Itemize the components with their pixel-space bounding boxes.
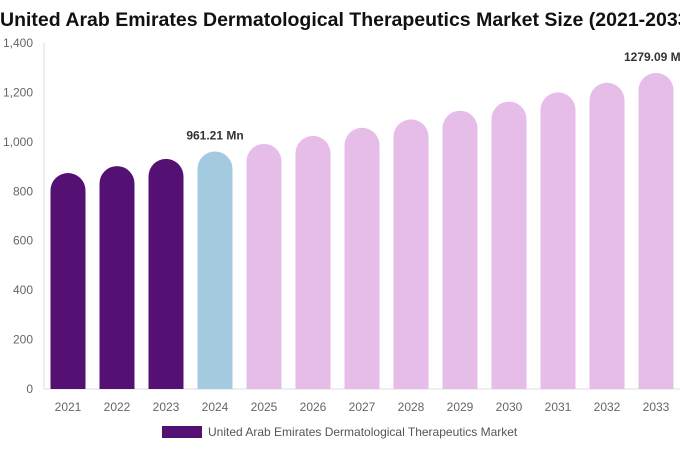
bar-2022 <box>99 166 135 389</box>
x-tick-label: 2030 <box>496 400 523 414</box>
y-tick-label: 0 <box>26 382 33 396</box>
bar-2027 <box>344 127 380 390</box>
x-tick-label: 2029 <box>447 400 474 414</box>
x-tick-label: 2025 <box>251 400 278 414</box>
data-label-2033: 1279.09 Mn <box>624 50 680 64</box>
x-tick-label: 2027 <box>349 400 376 414</box>
bar-2029 <box>442 110 478 389</box>
y-tick-label: 1,400 <box>3 36 33 50</box>
bar-2023 <box>148 158 184 389</box>
bar-2033 <box>638 72 674 389</box>
bar-2021 <box>50 172 86 389</box>
y-tick-label: 200 <box>13 333 33 347</box>
x-tick-label: 2022 <box>104 400 131 414</box>
x-tick-label: 2023 <box>153 400 180 414</box>
bar-2026 <box>295 135 331 389</box>
bar-2024 <box>197 151 233 389</box>
x-tick-label: 2032 <box>594 400 621 414</box>
x-tick-label: 2026 <box>300 400 327 414</box>
y-tick-label: 1,000 <box>3 135 33 149</box>
bar-2030 <box>491 101 527 389</box>
x-tick-label: 2021 <box>55 400 82 414</box>
y-tick-label: 800 <box>13 184 33 198</box>
x-tick-label: 2028 <box>398 400 425 414</box>
legend-label: United Arab Emirates Dermatological Ther… <box>208 425 518 439</box>
chart-title: United Arab Emirates Dermatological Ther… <box>0 9 680 31</box>
x-tick-label: 2024 <box>202 400 229 414</box>
y-tick-label: 600 <box>13 234 33 248</box>
bar-2025 <box>246 143 282 389</box>
bar-2031 <box>540 92 576 389</box>
x-tick-label: 2031 <box>545 400 572 414</box>
legend-swatch <box>162 426 202 438</box>
x-tick-label: 2033 <box>643 400 670 414</box>
data-label-2024: 961.21 Mn <box>186 128 243 142</box>
y-tick-label: 400 <box>13 283 33 297</box>
legend: United Arab Emirates Dermatological Ther… <box>162 425 517 439</box>
y-tick-label: 1,200 <box>3 85 33 99</box>
bar-2028 <box>393 119 429 390</box>
bar-2032 <box>589 82 625 389</box>
